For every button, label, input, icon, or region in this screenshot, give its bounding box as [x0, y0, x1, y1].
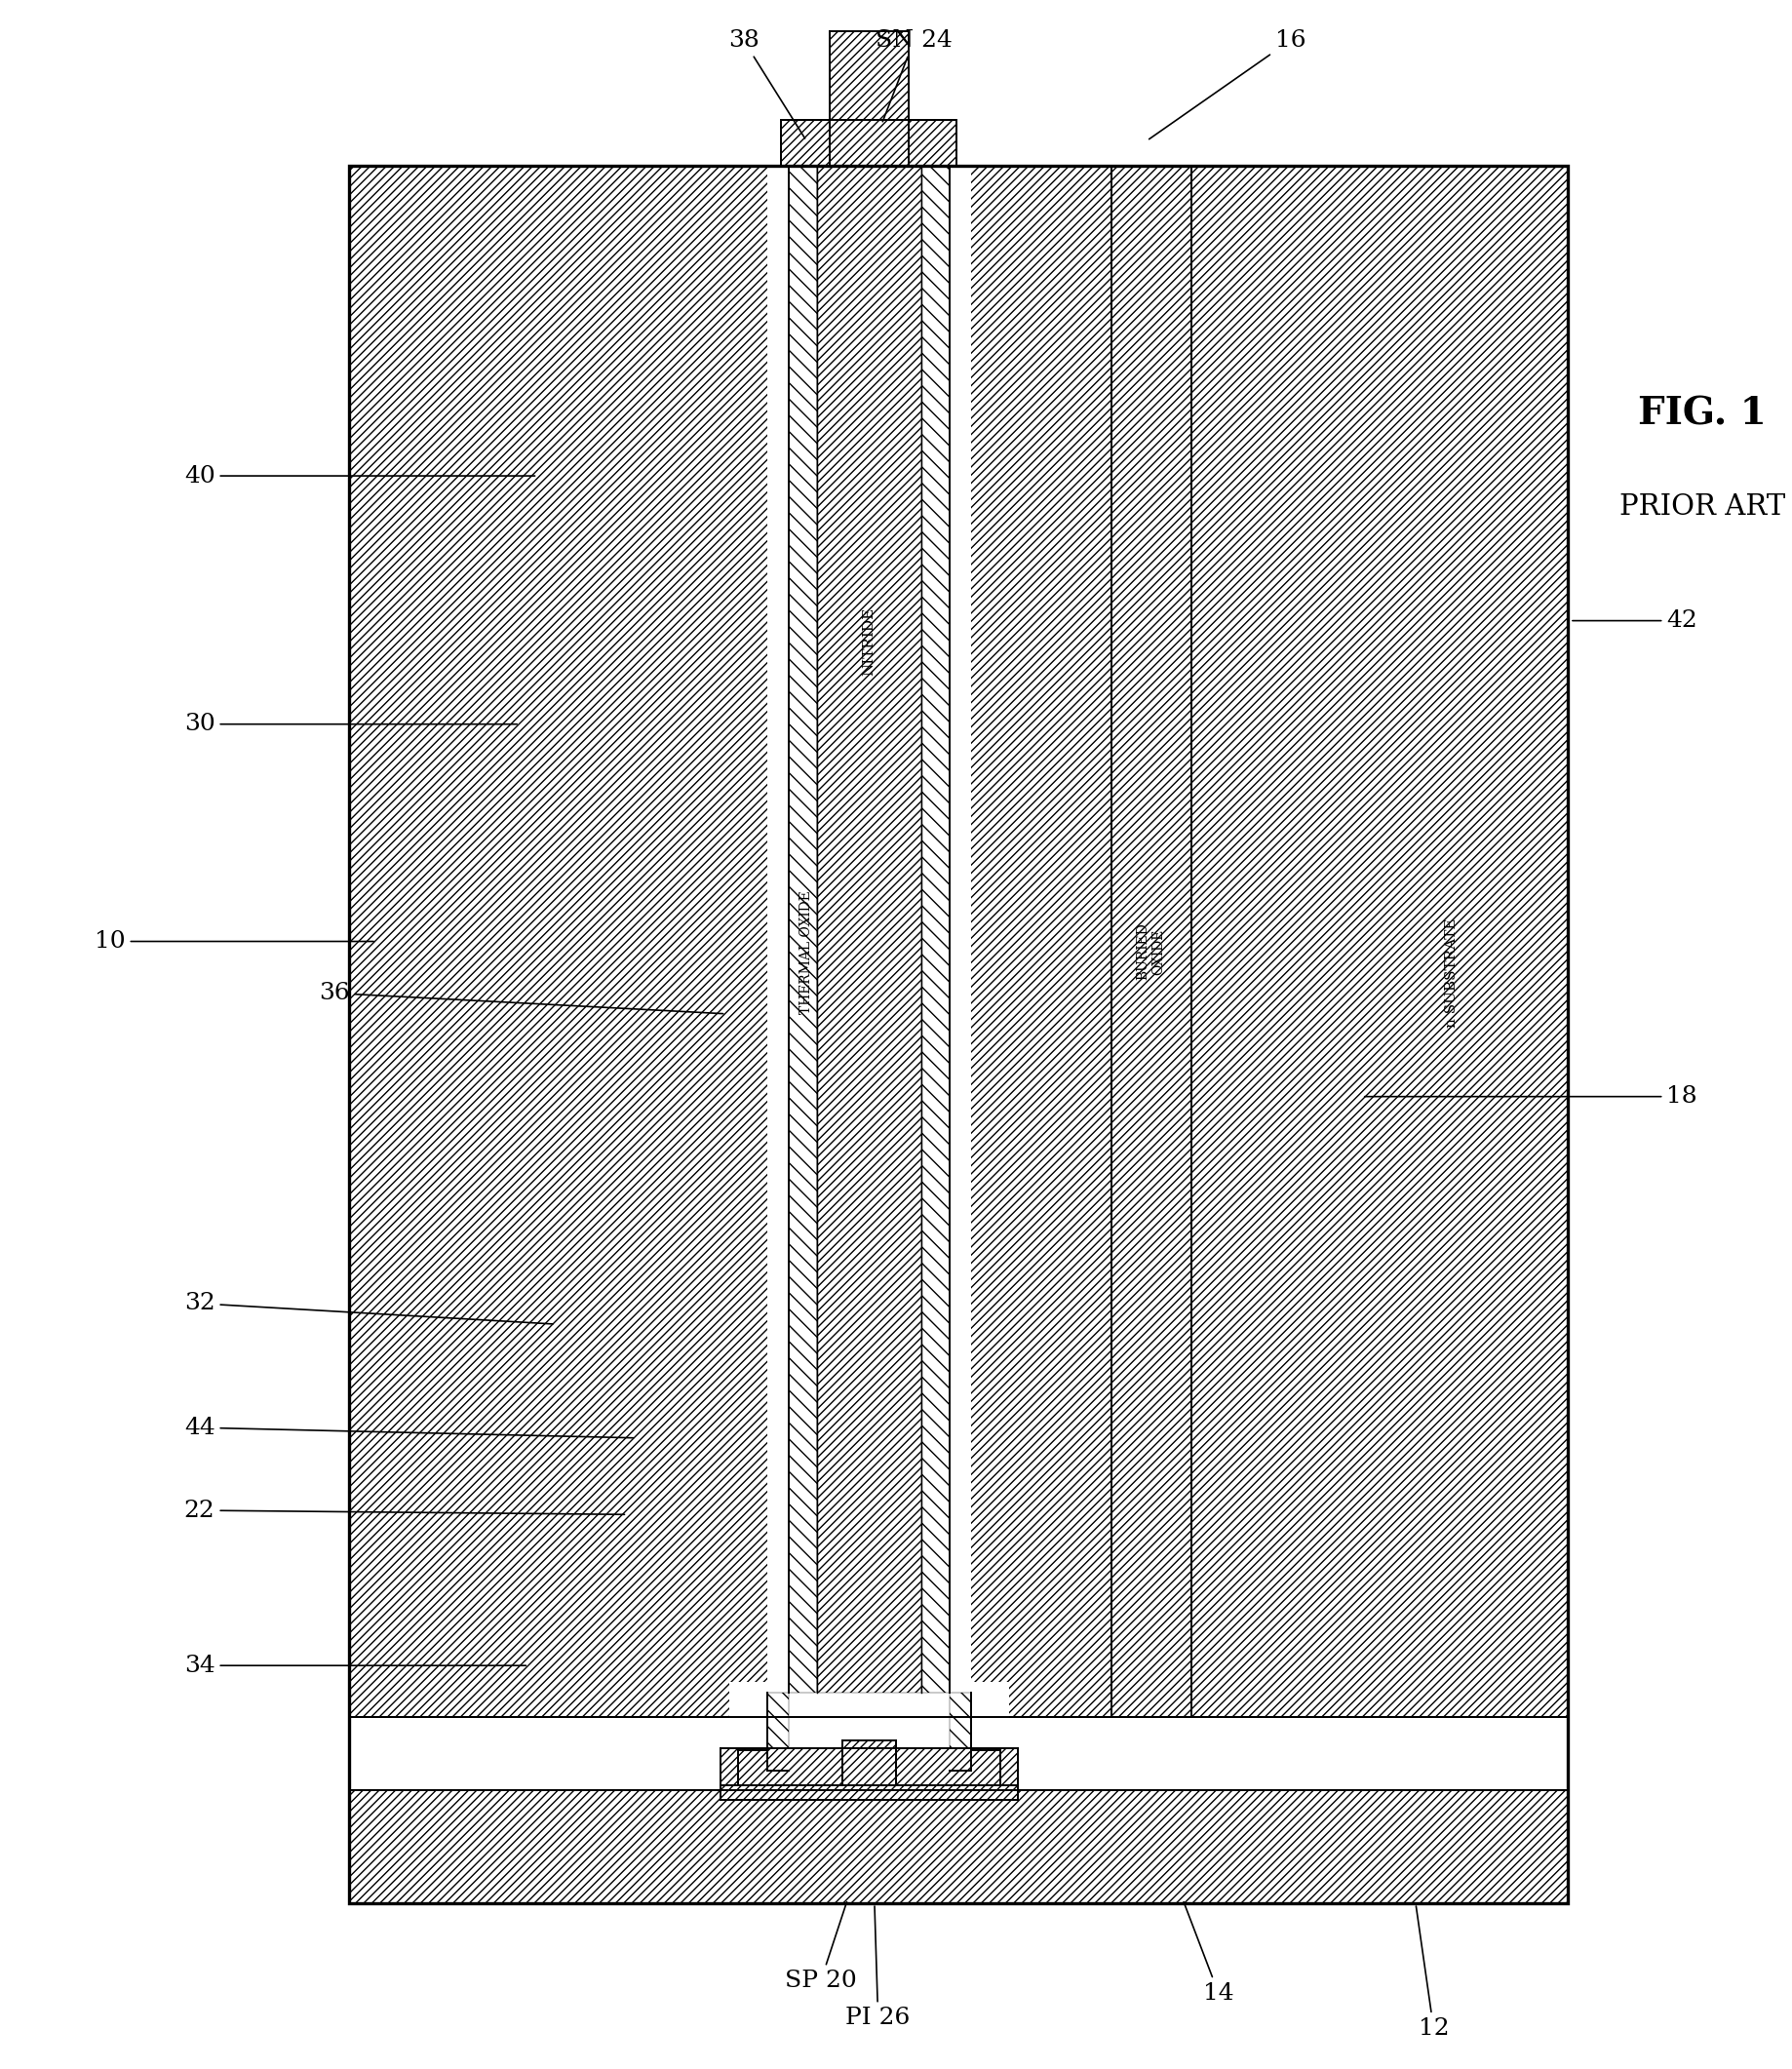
Polygon shape	[1192, 166, 1568, 1717]
Text: BURIED
OXIDE: BURIED OXIDE	[1136, 923, 1165, 981]
Polygon shape	[729, 1682, 1009, 1796]
Polygon shape	[830, 31, 909, 166]
Text: 44: 44	[185, 1417, 633, 1438]
Polygon shape	[767, 1692, 788, 1771]
Text: SP 20: SP 20	[785, 1901, 857, 1992]
Polygon shape	[349, 1790, 1568, 1903]
Polygon shape	[1111, 166, 1192, 1717]
Text: FIG. 1: FIG. 1	[1638, 395, 1767, 432]
Text: 30: 30	[185, 714, 516, 734]
Text: n SUBSTRATE: n SUBSTRATE	[1444, 917, 1459, 1028]
Text: 36: 36	[319, 983, 722, 1014]
Text: 40: 40	[185, 466, 534, 486]
Text: 14: 14	[1185, 1901, 1235, 2005]
Text: 32: 32	[185, 1293, 552, 1324]
Text: 34: 34	[185, 1655, 525, 1676]
Polygon shape	[950, 1692, 971, 1771]
Text: NITRIDE: NITRIDE	[862, 606, 876, 677]
Text: PI 26: PI 26	[846, 1906, 910, 2030]
Polygon shape	[767, 1692, 971, 1771]
Text: THERMAL OXIDE: THERMAL OXIDE	[799, 890, 814, 1014]
Text: 12: 12	[1416, 1906, 1450, 2040]
Text: 38: 38	[728, 29, 805, 139]
Polygon shape	[781, 120, 957, 166]
Text: 10: 10	[95, 931, 373, 952]
Polygon shape	[950, 166, 1111, 1717]
Polygon shape	[767, 10, 971, 1800]
Text: 42: 42	[1573, 610, 1697, 631]
Polygon shape	[349, 166, 788, 1717]
Polygon shape	[921, 166, 950, 1692]
Polygon shape	[788, 166, 817, 1692]
Text: 22: 22	[185, 1500, 624, 1521]
Polygon shape	[738, 1750, 1000, 1786]
Text: SN 24: SN 24	[876, 29, 952, 122]
Text: 18: 18	[1366, 1086, 1697, 1107]
Text: 16: 16	[1149, 29, 1306, 139]
Polygon shape	[817, 166, 921, 1692]
Text: PRIOR ART: PRIOR ART	[1620, 492, 1785, 521]
Polygon shape	[720, 1748, 1018, 1800]
Polygon shape	[349, 1717, 1568, 1790]
Polygon shape	[842, 1740, 896, 1786]
